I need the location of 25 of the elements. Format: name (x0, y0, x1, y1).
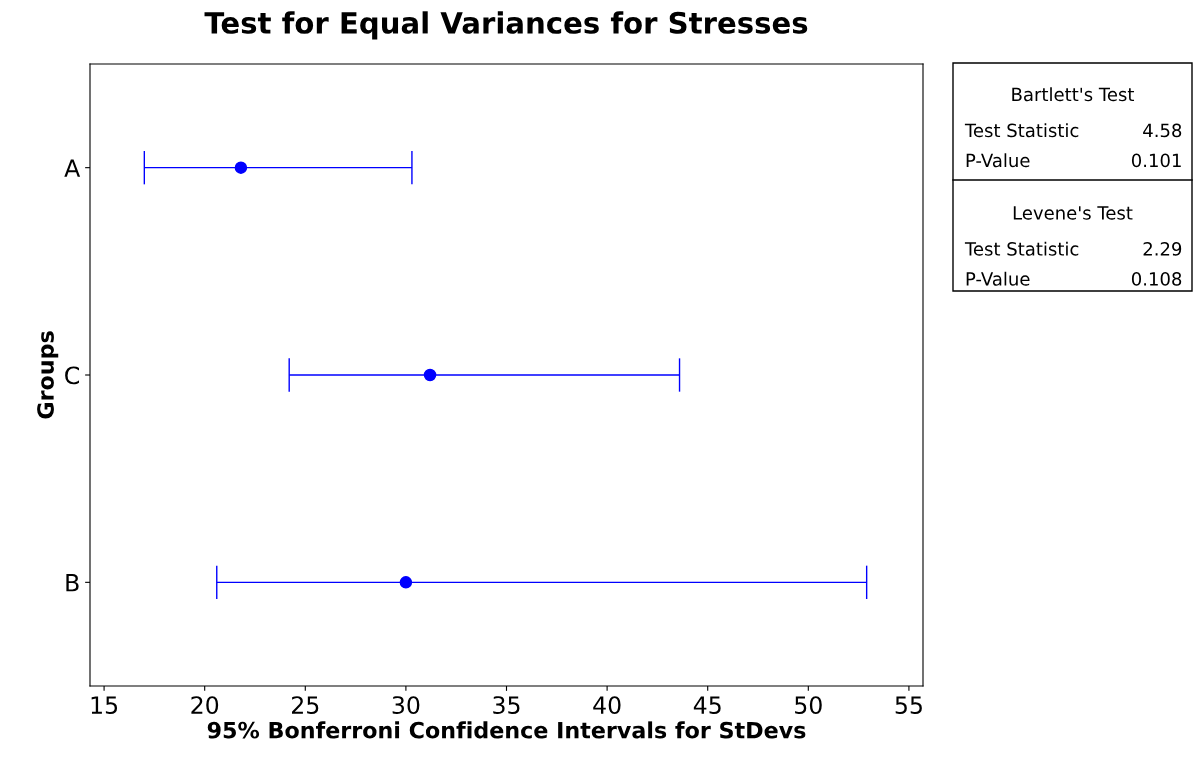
x-tick-label: 35 (493, 696, 520, 714)
text: Levene's Test (1013, 206, 1133, 220)
chart-title: Test for Equal Variances for Stresses (204, 11, 808, 40)
text: Test Statistic (964, 123, 1079, 138)
y-tick-label: A (64, 159, 81, 177)
y-axis-title: Groups (37, 331, 59, 419)
x-tick-label: 30 (392, 696, 420, 714)
text: 4.58 (1143, 123, 1182, 138)
x-tick-label: 20 (191, 696, 219, 714)
x-tick-label: 50 (795, 696, 822, 714)
y-tick-label: C (65, 366, 79, 385)
x-tick-label: 55 (895, 696, 922, 714)
x-tick-label: 40 (593, 696, 621, 714)
y-tick-label: B (66, 574, 79, 592)
text: 2.29 (1143, 242, 1182, 256)
text: 0.108 (1131, 272, 1182, 286)
x-tick-label: 25 (292, 696, 319, 714)
text: 0.101 (1131, 153, 1181, 168)
x-tick-label: 15 (91, 696, 118, 714)
text: P-Value (966, 153, 1030, 168)
text: P-Value (966, 271, 1030, 286)
x-tick-label: 45 (693, 696, 721, 714)
text: Test Statistic (964, 241, 1079, 256)
text: Bartlett's Test (1012, 87, 1135, 102)
x-axis-title: 95% Bonferroni Confidence Intervals for StDevs (207, 721, 806, 739)
